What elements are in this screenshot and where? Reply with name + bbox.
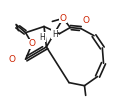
Text: O: O xyxy=(8,55,15,64)
Text: H: H xyxy=(52,30,58,39)
Text: O: O xyxy=(60,14,67,23)
Text: O: O xyxy=(82,16,89,25)
Text: H: H xyxy=(39,33,45,42)
Text: O: O xyxy=(29,39,36,48)
